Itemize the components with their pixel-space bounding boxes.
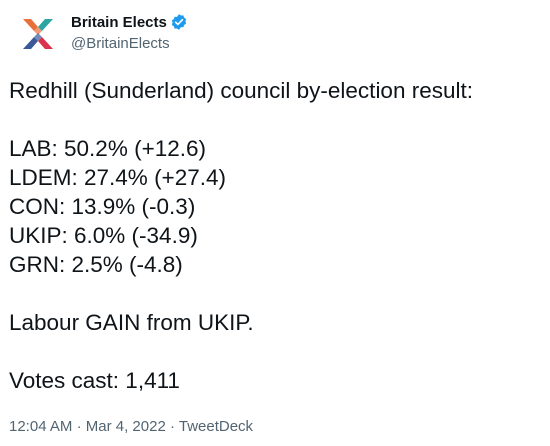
line-gap (9, 279, 539, 308)
result-lab: LAB: 50.2% (+12.6) (9, 136, 206, 161)
tweet-meta: 12:04 AM · Mar 4, 2022 · TweetDeck (9, 418, 253, 435)
display-name-row: Britain Elects (71, 12, 188, 32)
account-names: Britain Elects @BritainElects (71, 12, 188, 52)
tweet-outcome: Labour GAIN from UKIP. (9, 310, 254, 335)
tweet-source[interactable]: TweetDeck (178, 418, 254, 435)
verified-badge-icon (170, 13, 188, 31)
tweet-date[interactable]: Mar 4, 2022 (85, 418, 166, 435)
line-gap (9, 105, 539, 134)
account-handle[interactable]: @BritainElects (71, 35, 170, 52)
result-con: CON: 13.9% (-0.3) (9, 194, 196, 219)
tweet-heading: Redhill (Sunderland) council by-election… (9, 78, 473, 103)
tweet-votes: Votes cast: 1,411 (9, 368, 180, 393)
result-grn: GRN: 2.5% (-4.8) (9, 252, 183, 277)
tweet-text: Redhill (Sunderland) council by-election… (9, 76, 539, 395)
meta-separator: · (76, 418, 82, 435)
result-ukip: UKIP: 6.0% (-34.9) (9, 223, 198, 248)
tweet-header: Britain Elects @BritainElects (14, 10, 534, 60)
display-name[interactable]: Britain Elects (71, 13, 167, 31)
britain-elects-logo-icon (14, 10, 62, 58)
avatar[interactable] (14, 10, 62, 58)
line-gap (9, 337, 539, 366)
result-ldem: LDEM: 27.4% (+27.4) (9, 165, 226, 190)
tweet-time[interactable]: 12:04 AM (9, 418, 73, 435)
meta-separator: · (169, 418, 175, 435)
